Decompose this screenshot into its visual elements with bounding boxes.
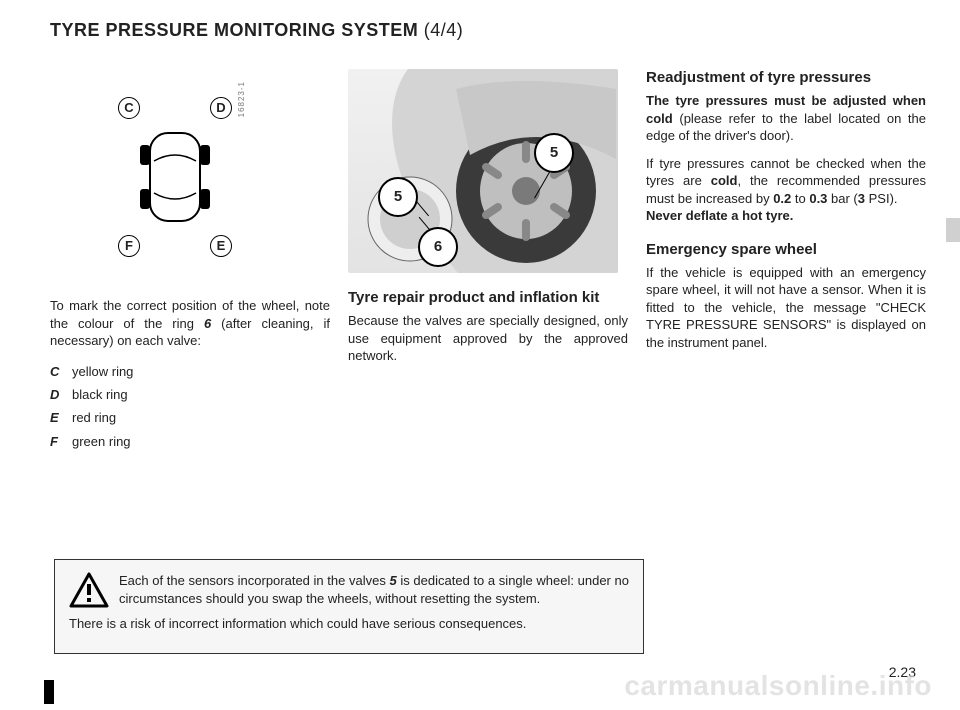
- t: 0.2: [773, 191, 791, 206]
- warning-p1: Each of the sensors incorporated in the …: [69, 572, 629, 607]
- repair-kit-heading: Tyre repair product and inflation kit: [348, 289, 628, 306]
- column-3: Readjustment of tyre pressures The tyre …: [646, 69, 926, 453]
- page-title: TYRE PRESSURE MONITORING SYSTEM (4/4): [50, 20, 926, 41]
- spare-para: If the vehicle is equipped with an emerg…: [646, 264, 926, 352]
- column-1: 16823-1 C D F E: [50, 69, 330, 453]
- t: PSI).: [865, 191, 898, 206]
- list-value: green ring: [72, 434, 131, 449]
- t: to: [791, 191, 809, 206]
- t: Each of the sensors incorporated in the …: [119, 573, 390, 588]
- t: bar (: [827, 191, 857, 206]
- spare-heading: Emergency spare wheel: [646, 241, 926, 258]
- col1-intro: To mark the correct position of the whee…: [50, 297, 330, 350]
- list-value: red ring: [72, 410, 116, 425]
- list-item: Ered ring: [50, 406, 330, 429]
- label-f: F: [118, 235, 140, 257]
- footer-mark: [44, 680, 54, 704]
- figure-id: 16823-1: [237, 81, 246, 117]
- label-c: C: [118, 97, 140, 119]
- list-key: C: [50, 360, 72, 383]
- page-number: 2.23: [889, 664, 916, 680]
- callout-5a: 5: [534, 133, 574, 173]
- title-main: TYRE PRESSURE MONITORING SYSTEM: [50, 20, 418, 40]
- manual-page: TYRE PRESSURE MONITORING SYSTEM (4/4) 16…: [0, 0, 960, 710]
- title-suffix: (4/4): [424, 20, 464, 40]
- tyre-photo: 38916: [348, 69, 618, 273]
- list-item: Fgreen ring: [50, 430, 330, 453]
- callout-6: 6: [418, 227, 458, 267]
- list-item: Cyellow ring: [50, 360, 330, 383]
- t: 3: [858, 191, 865, 206]
- label-e: E: [210, 235, 232, 257]
- edge-tab: [946, 218, 960, 242]
- warning-p2: There is a risk of incorrect information…: [69, 615, 629, 633]
- list-key: D: [50, 383, 72, 406]
- t: cold: [711, 173, 738, 188]
- readjust-p1: The tyre pressures must be adjusted when…: [646, 92, 926, 145]
- car-icon: [130, 127, 220, 227]
- list-key: F: [50, 430, 72, 453]
- list-key: E: [50, 406, 72, 429]
- readjust-p2: If tyre pressures cannot be checked when…: [646, 155, 926, 225]
- list-item: Dblack ring: [50, 383, 330, 406]
- never-deflate: Never deflate a hot tyre.: [646, 208, 793, 223]
- car-top-view: 16823-1 C D F E: [110, 97, 240, 257]
- t: 0.3: [809, 191, 827, 206]
- valve-ref: 5: [390, 573, 397, 588]
- list-value: black ring: [72, 387, 128, 402]
- label-d: D: [210, 97, 232, 119]
- readjust-heading: Readjustment of tyre pressures: [646, 69, 926, 86]
- column-2: 38916: [348, 69, 628, 453]
- tyre-illustration: [348, 69, 618, 273]
- callout-5b: 5: [378, 177, 418, 217]
- warning-box: Each of the sensors incorporated in the …: [54, 559, 644, 654]
- content-columns: 16823-1 C D F E: [50, 69, 926, 453]
- warning-icon: [69, 572, 109, 608]
- watermark: carmanualsonline.info: [624, 670, 932, 702]
- p1-tail: (please refer to the label located on th…: [646, 111, 926, 144]
- list-value: yellow ring: [72, 364, 133, 379]
- ring-colour-list: Cyellow ring Dblack ring Ered ring Fgree…: [50, 360, 330, 454]
- wheel-position-diagram: 16823-1 C D F E: [50, 97, 320, 257]
- repair-kit-para: Because the valves are specially designe…: [348, 312, 628, 365]
